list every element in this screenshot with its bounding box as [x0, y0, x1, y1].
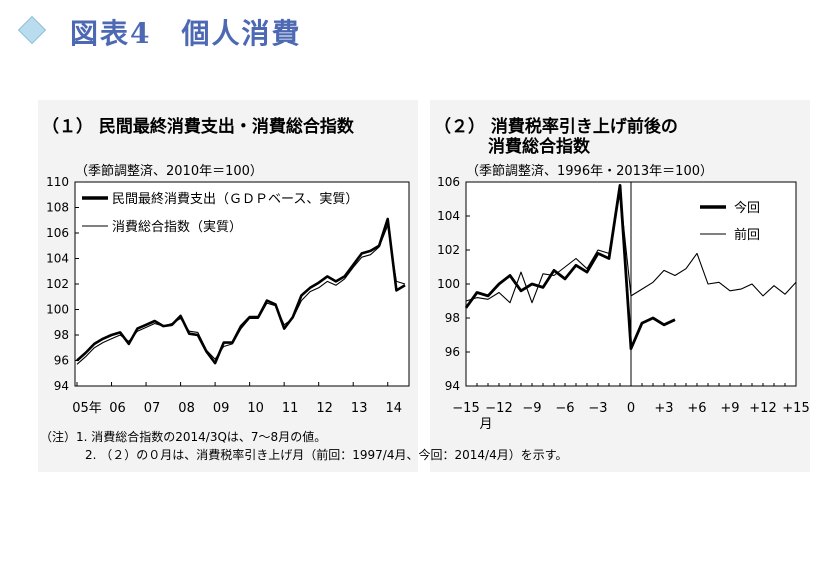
chart-1-x-tick-label: 08: [178, 401, 195, 416]
chart-1-y-tick-label: 98: [54, 328, 69, 342]
chart-1: （季節調整済、2010年＝100） 94 96 98 100 102 104 106 108 11…: [46, 163, 410, 416]
chart-2-y-tick-label: 94: [445, 379, 460, 393]
chart-2-y-tick-label: 98: [445, 311, 460, 325]
panel-2-title-line1: （２） 消費税率引き上げ前後の: [434, 117, 678, 137]
chart-1-y-tick-label: 108: [46, 201, 69, 215]
chart-2-x-tick-label: 0: [627, 401, 635, 416]
chart-1-plot-area: [74, 181, 410, 387]
chart-2-y-tick-label: 102: [437, 243, 460, 257]
chart-2-x-tick-label: −12: [485, 401, 512, 416]
chart-2-legend-label-2: 前回: [734, 227, 760, 243]
chart-2-x-tick-label: +15: [782, 401, 809, 416]
panel-2-title-line2: 消費総合指数: [488, 137, 590, 157]
chart-2-series-2-line: [465, 191, 797, 304]
chart-2-subtitle: （季節調整済、1996年・2013年＝100）: [466, 163, 713, 179]
chart-2-legend-label-1: 今回: [734, 200, 760, 216]
chart-1-x-tick-label: 10: [247, 401, 264, 416]
chart-2-y-tick-label: 104: [437, 209, 460, 223]
chart-1-y-tick-label: 106: [46, 226, 69, 240]
chart-1-x-tick-label: 09: [213, 401, 230, 416]
chart-1-x-tick-label: 05年: [72, 401, 102, 416]
chart-1-series-2-line: [76, 224, 406, 365]
note-line-1: （注）1. 消費総合指数の2014/3Qは、7～8月の値。: [40, 430, 327, 444]
chart-2-x-tick-label: −15: [452, 401, 479, 416]
chart-2-series-1-line: [464, 183, 676, 351]
chart-2-x-tick-label: +3: [654, 401, 673, 416]
chart-1-y-tick-label: 102: [46, 277, 69, 291]
chart-2-y-tick-label: 100: [437, 277, 460, 291]
chart-2-y-tick-label: 106: [437, 175, 460, 189]
chart-1-x-tick-label: 12: [316, 401, 333, 416]
note-line-2: 2. （２）の０月は、消費税率引き上げ月（前回：1997/4月、今回：2014/…: [85, 448, 568, 462]
chart-1-y-tick-label: 96: [54, 354, 69, 368]
chart-1-y-tick-label: 94: [54, 379, 69, 393]
panel-1-title: （１） 民間最終消費支出・消費総合指数: [42, 117, 354, 137]
chart-1-subtitle: （季節調整済、2010年＝100）: [75, 163, 263, 179]
chart-1-y-tick-label: 100: [46, 303, 69, 317]
chart-2-y-tick-label: 96: [445, 345, 460, 359]
chart-1-x-tick-label: 06: [109, 401, 126, 416]
chart-1-x-tick-label: 13: [351, 401, 368, 416]
chart-1-x-tick-label: 14: [385, 401, 402, 416]
chart-1-y-tick-label: 104: [46, 252, 69, 266]
chart-1-x-tick-label: 07: [144, 401, 161, 416]
page-title: 図表4 個人消費: [70, 17, 302, 50]
chart-1-legend-label-2: 消費総合指数（実質）: [112, 219, 242, 235]
chart-1-x-tick-label: 11: [282, 401, 299, 416]
chart-1-legend-label-1: 民間最終消費支出（ＧＤＰベース、実質）: [112, 191, 358, 207]
page-header: 図表4 個人消費: [0, 0, 838, 62]
chart-2-x-tick-label: +12: [749, 401, 776, 416]
chart-2-x-tick-label: −6: [555, 401, 574, 416]
chart-2-x-tick-label: +9: [720, 401, 739, 416]
chart-2-x-tick-label: +6: [687, 401, 706, 416]
chart-1-y-tick-label: 110: [46, 175, 69, 189]
chart-2-x-unit-label: 月: [479, 417, 492, 432]
chart-2: （季節調整済、1996年・2013年＝100） 94 96 98 100 102 104 10…: [437, 163, 810, 432]
chart-2-x-tick-label: −3: [588, 401, 607, 416]
chart-2-x-tick-label: −9: [522, 401, 541, 416]
